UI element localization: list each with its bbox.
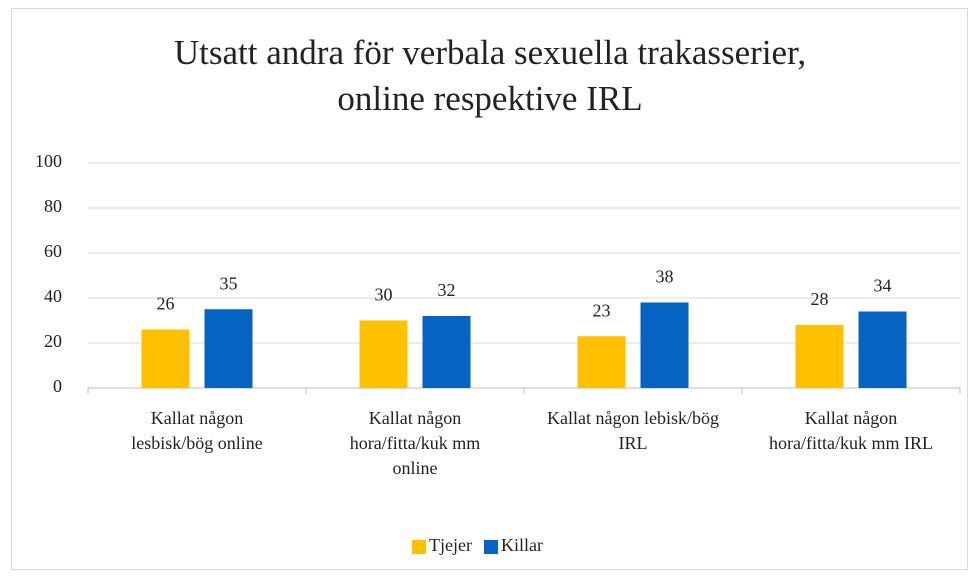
legend-label: Tjejer bbox=[429, 535, 472, 555]
bar bbox=[795, 325, 844, 388]
y-tick-label: 60 bbox=[44, 241, 62, 261]
data-label: 26 bbox=[157, 294, 175, 314]
data-label: 35 bbox=[220, 273, 238, 293]
legend-swatch bbox=[412, 540, 426, 554]
x-tick-label: Kallat någon lesbisk/bög online bbox=[131, 408, 263, 453]
data-label: 28 bbox=[811, 289, 829, 309]
data-label: 34 bbox=[874, 276, 892, 296]
x-tick-label: Kallat någon lebisk/bög IRL bbox=[547, 408, 719, 453]
legend-swatch bbox=[483, 540, 498, 554]
y-tick-label: 0 bbox=[53, 376, 62, 396]
bar bbox=[141, 329, 190, 388]
data-label: 30 bbox=[375, 285, 393, 305]
bar bbox=[204, 309, 253, 388]
bar bbox=[858, 311, 907, 388]
bar bbox=[577, 336, 626, 388]
chart-border bbox=[11, 8, 968, 570]
bar bbox=[640, 302, 689, 388]
data-label: 23 bbox=[593, 300, 611, 320]
x-tick-label: Kallat någon hora/fitta/kuk mm online bbox=[349, 408, 481, 478]
y-tick-label: 80 bbox=[44, 196, 62, 216]
y-tick-label: 20 bbox=[44, 331, 62, 351]
y-tick-label: 100 bbox=[35, 151, 62, 171]
bar bbox=[359, 320, 408, 388]
legend-label: Killar bbox=[501, 535, 543, 555]
data-label: 32 bbox=[438, 280, 456, 300]
y-tick-label: 40 bbox=[44, 286, 62, 306]
x-tick-label: Kallat någon hora/fitta/kuk mm IRL bbox=[769, 408, 933, 453]
bar bbox=[422, 316, 471, 388]
data-label: 38 bbox=[656, 267, 674, 287]
chart-title: Utsatt andra för verbala sexuella trakas… bbox=[173, 33, 807, 118]
